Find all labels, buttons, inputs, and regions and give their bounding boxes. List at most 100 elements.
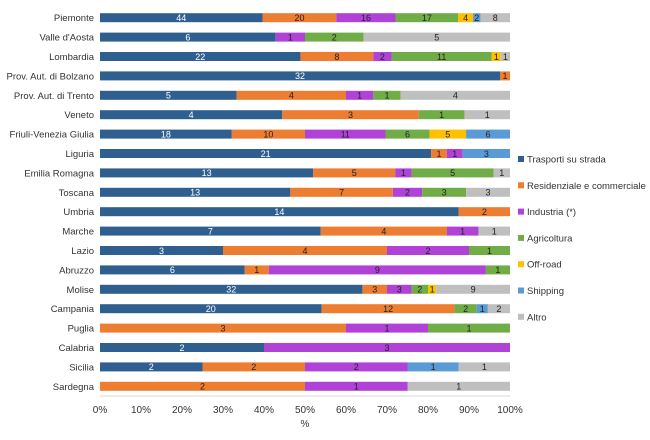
legend-swatch	[518, 208, 524, 215]
bar-segment-altro	[478, 226, 510, 236]
bar-segment-industria	[446, 149, 463, 158]
category-label: Veneto	[64, 110, 94, 121]
bar-segment-trasporti-su-strada	[100, 284, 363, 294]
category-label: Liguria	[65, 149, 94, 160]
data-label: 1	[502, 71, 507, 81]
bar-segment-residenziale-e-commerciale	[500, 71, 510, 81]
data-label: 21	[261, 149, 271, 159]
bar-segment-industria	[336, 13, 396, 23]
bar-segment-trasporti-su-strada	[100, 304, 322, 314]
data-label: 1	[482, 362, 487, 372]
bar-segment-industria	[392, 187, 423, 197]
category-label: Piemonte	[54, 13, 94, 24]
category-label: Prov. Aut. di Trento	[14, 91, 94, 102]
data-label: 8	[493, 13, 498, 23]
bar-segment-residenziale-e-commerciale	[100, 323, 346, 333]
category-label: Sicilia	[69, 362, 95, 373]
bar-segment-residenziale-e-commerciale	[320, 226, 447, 236]
bar-segment-residenziale-e-commerciale	[262, 13, 337, 23]
bar-segment-trasporti-su-strada	[100, 265, 245, 275]
data-label: 4	[381, 226, 386, 236]
bar-segment-residenziale-e-commerciale	[236, 90, 346, 100]
category-label: Lombardia	[49, 52, 95, 63]
bar-segment-trasporti-su-strada	[100, 207, 459, 217]
bar-segment-trasporti-su-strada	[100, 71, 500, 81]
category-label: Emilia Romagna	[24, 168, 94, 179]
data-label: 3	[159, 246, 164, 256]
bar-segment-agricoltura	[373, 90, 401, 100]
data-label: 11	[437, 52, 446, 62]
data-label: 4	[463, 13, 468, 23]
data-label: 11	[341, 129, 350, 139]
bar-segment-altro	[500, 52, 510, 61]
legend-label: Off-road	[527, 260, 562, 271]
legend-swatch	[518, 156, 524, 162]
data-label: 14	[274, 207, 284, 217]
bar-segment-shipping	[462, 149, 510, 158]
category-label: Sardegna	[53, 382, 95, 393]
bar-segment-industria	[373, 52, 392, 61]
bar-segment-off-road	[428, 284, 437, 294]
bar-segment-agricoltura	[418, 110, 465, 120]
x-tick-label: 10%	[131, 405, 151, 416]
bar-segment-trasporti-su-strada	[100, 246, 223, 255]
data-label: 1	[354, 382, 359, 392]
bar-segment-residenziale-e-commerciale	[100, 381, 305, 391]
bar-segment-agricoltura	[385, 129, 430, 139]
bar-segment-off-road	[429, 129, 467, 139]
bar-segment-residenziale-e-commerciale	[223, 246, 387, 255]
bar-segment-shipping	[466, 129, 510, 139]
data-label: 2	[332, 32, 337, 42]
data-label: 9	[375, 265, 380, 275]
data-label: 1	[254, 265, 259, 275]
bar-segment-residenziale-e-commerciale	[321, 304, 455, 314]
data-label: 6	[486, 129, 491, 139]
bar-segment-shipping	[407, 362, 459, 372]
bar-segment-industria	[264, 343, 510, 352]
legend-label: Trasporti su strada	[527, 155, 607, 166]
data-label: 3	[442, 188, 447, 198]
x-tick-label: 60%	[336, 405, 356, 416]
bar-segment-trasporti-su-strada	[100, 52, 301, 61]
category-label: Friuli-Venezia Giulia	[10, 130, 95, 141]
data-label: 3	[384, 343, 389, 353]
bar-segment-residenziale-e-commerciale	[458, 207, 510, 217]
bar-segment-off-road	[458, 13, 474, 23]
bar-segment-industria	[268, 265, 486, 275]
legend-swatch	[518, 287, 524, 294]
data-label: 6	[405, 129, 410, 139]
category-label: Puglia	[68, 324, 95, 335]
bar-segment-residenziale-e-commerciale	[362, 284, 387, 294]
bar-segment-trasporti-su-strada	[100, 13, 263, 23]
x-tick-label: 40%	[254, 405, 274, 416]
data-label: 2	[463, 304, 468, 314]
data-label: 4	[302, 246, 307, 256]
data-label: 2	[474, 13, 479, 23]
data-label: 1	[487, 246, 492, 256]
bar-segment-trasporti-su-strada	[100, 226, 321, 236]
bar-segment-altro	[407, 381, 510, 391]
data-label: 20	[206, 304, 216, 314]
legend-label: Residenziale e commerciale	[527, 181, 646, 192]
category-label: Lazio	[71, 246, 94, 257]
bar-segment-agricoltura	[411, 284, 428, 294]
x-tick-label: 50%	[295, 405, 315, 416]
data-label: 3	[348, 110, 353, 120]
bar-segment-industria	[305, 129, 386, 139]
data-label: 44	[176, 13, 186, 23]
data-label: 1	[494, 52, 499, 62]
data-label: 2	[200, 382, 205, 392]
data-label: 3	[486, 188, 491, 198]
bar-segment-altro	[458, 362, 510, 372]
bar-segment-altro	[487, 304, 510, 314]
bar-segment-trasporti-su-strada	[100, 110, 283, 120]
x-tick-label: 80%	[418, 405, 438, 416]
legend-swatch	[518, 234, 524, 241]
data-label: 32	[295, 71, 305, 81]
bar-segment-shipping	[476, 304, 488, 314]
category-label: Valle d'Aosta	[40, 33, 95, 44]
data-label: 5	[166, 91, 171, 101]
bar-segment-trasporti-su-strada	[100, 187, 291, 197]
bar-segment-agricoltura	[469, 246, 510, 255]
bar-segment-trasporti-su-strada	[100, 362, 203, 372]
